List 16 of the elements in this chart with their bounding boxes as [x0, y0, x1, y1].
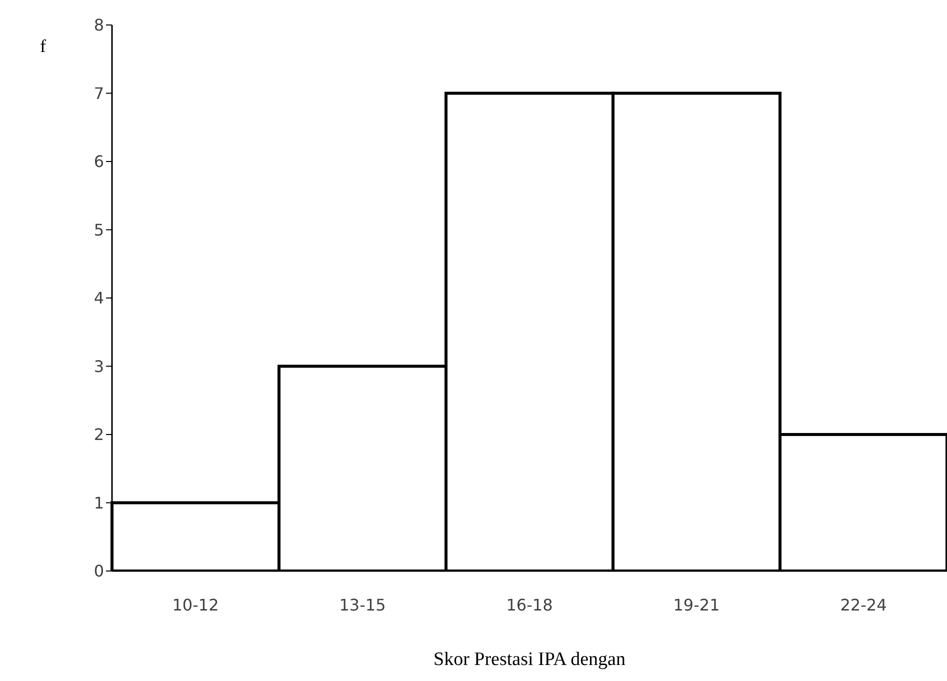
y-tick-label: 6 — [94, 152, 104, 172]
y-tick-label: 3 — [94, 356, 104, 376]
x-tick-label: 10-12 — [172, 595, 219, 614]
y-tick-label: 7 — [94, 84, 104, 103]
y-axis-title: f — [40, 36, 46, 57]
x-tick-label: 19-21 — [673, 595, 720, 614]
x-tick-label: 22-24 — [840, 595, 887, 614]
x-tick-label: 13-15 — [339, 595, 386, 614]
y-tick-label: 0 — [94, 562, 104, 581]
y-tick-label: 4 — [94, 288, 104, 308]
x-tick-label: 16-18 — [506, 595, 553, 614]
x-axis-title: Skor Prestasi IPA dengan — [434, 649, 626, 670]
y-tick-label: 5 — [94, 220, 104, 240]
y-tick-label: 2 — [94, 425, 104, 444]
y-tick-label: 8 — [94, 16, 104, 35]
y-tick-label: 1 — [94, 493, 104, 512]
